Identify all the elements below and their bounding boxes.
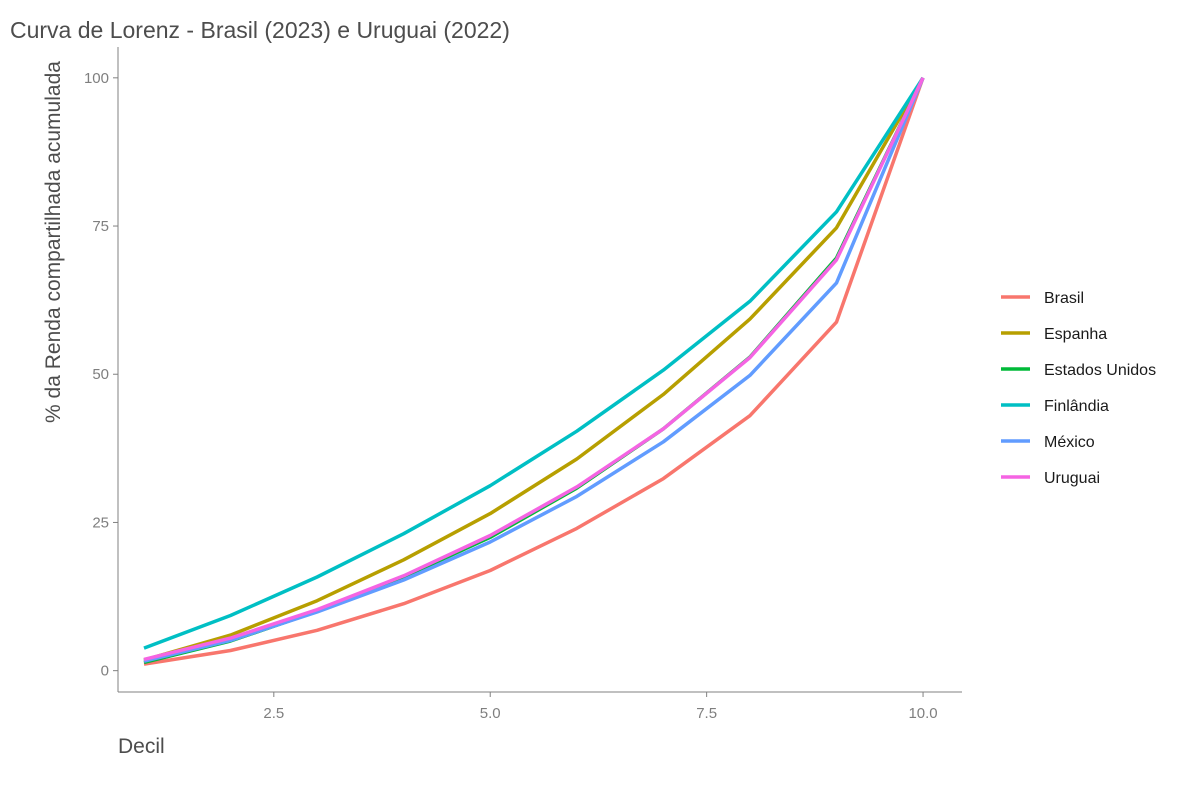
legend: Brasil Espanha Estados Unidos Finlândia Méxi… (1001, 290, 1156, 487)
series-line-estados-unidos (143, 77, 925, 665)
legend-label: Finlândia (1044, 398, 1109, 415)
y-tick-label: 0 (101, 663, 109, 680)
legend-item-brasil: Brasil (1001, 290, 1084, 307)
y-axis-title: % da Renda compartilhada acumulada (42, 61, 65, 423)
x-axis-title: Decil (118, 735, 165, 758)
y-tick-label: 25 (92, 514, 109, 531)
x-tick-label: 5.0 (480, 705, 501, 722)
x-tick-label: 2.5 (263, 705, 284, 722)
legend-item-mexico: México (1001, 434, 1095, 451)
legend-item-estados-unidos: Estados Unidos (1001, 362, 1156, 379)
legend-label: México (1044, 434, 1095, 451)
series-line-brasil (143, 77, 925, 666)
legend-label: Brasil (1044, 290, 1084, 307)
legend-label: Espanha (1044, 326, 1107, 343)
axes: 0 25 50 75 100 2.5 5.0 7.5 10.0 (84, 47, 962, 722)
legend-label: Uruguai (1044, 470, 1100, 487)
y-tick-label: 100 (84, 70, 109, 87)
x-tick-label: 7.5 (696, 705, 717, 722)
legend-item-uruguai: Uruguai (1001, 470, 1100, 487)
series-lines (143, 76, 925, 666)
x-tick-label: 10.0 (908, 705, 937, 722)
legend-label: Estados Unidos (1044, 362, 1156, 379)
legend-item-espanha: Espanha (1001, 326, 1107, 343)
series-line-uruguai (143, 77, 925, 662)
series-line-espanha (143, 76, 925, 662)
y-tick-label: 75 (92, 218, 109, 235)
series-line-mexico (143, 77, 925, 663)
legend-item-finlandia: Finlândia (1001, 398, 1109, 415)
series-line-finlandia (143, 76, 925, 650)
chart-title: Curva de Lorenz - Brasil (2023) e Urugua… (10, 17, 510, 43)
y-tick-label: 50 (92, 366, 109, 383)
